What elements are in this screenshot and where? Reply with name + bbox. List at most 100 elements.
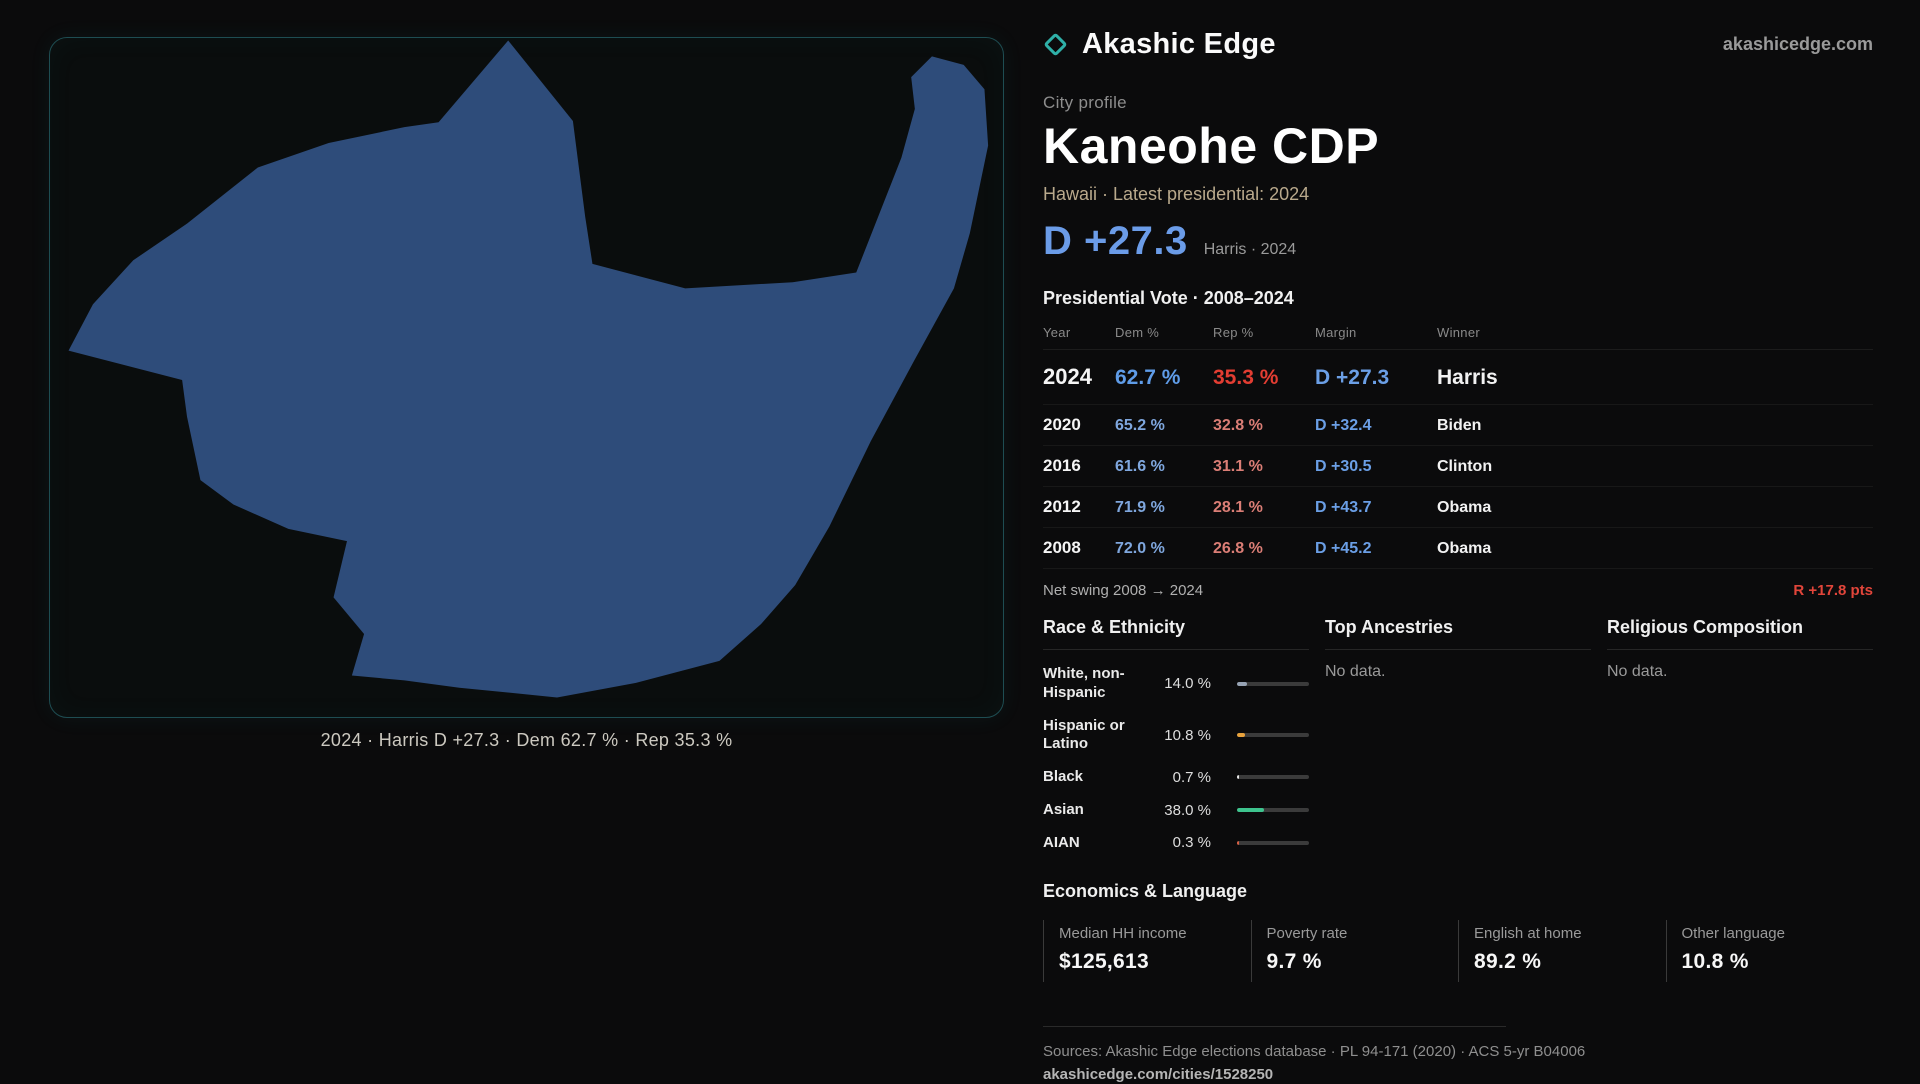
page-title: Kaneohe CDP [1043,118,1380,174]
net-swing-label: Net swing 2008 → 2024 [1043,582,1204,599]
stat-label: English at home [1474,925,1582,943]
headline-margin-value: D +27.3 [1043,219,1188,263]
religious-composition-column: Religious Composition No data. [1607,617,1873,859]
top-ancestries-column: Top Ancestries No data. [1325,617,1591,859]
vote-winner: Obama [1437,540,1492,557]
vote-margin: D +43.7 [1315,499,1372,516]
race-bar [1237,775,1309,780]
vote-rep-pct: 32.8 % [1213,417,1263,434]
vote-dem-pct: 61.6 % [1115,458,1165,475]
stat-card: Other language 10.8 % [1665,920,1874,983]
stat-label: Other language [1681,925,1785,943]
ancestries-no-data: No data. [1325,663,1386,680]
demographics-section: Race & Ethnicity White, non-Hispanic 14.… [1043,617,1873,859]
race-value: 0.3 % [1172,834,1211,852]
col-header-rep: Rep % [1213,325,1254,340]
race-ethnicity-column: Race & Ethnicity White, non-Hispanic 14.… [1043,617,1309,859]
race-row: Asian 38.0 % [1043,794,1309,827]
race-bar-fill [1237,681,1248,686]
vote-winner: Harris [1437,366,1498,389]
stat-card: Median HH income $125,613 [1043,920,1251,983]
stat-value: 9.7 % [1266,950,1322,974]
brand-home-link[interactable]: Akashic Edge [1043,28,1276,61]
vote-dem-pct: 71.9 % [1115,499,1165,516]
net-swing-value: R +17.8 pts [1793,582,1873,599]
col-header-winner: Winner [1437,325,1480,340]
race-bar-fill [1237,840,1239,845]
vote-year: 2016 [1043,456,1081,475]
race-rows: White, non-Hispanic 14.0 % Hispanic or L… [1043,658,1309,859]
sources-text: Sources: Akashic Edge elections database… [1043,1043,1586,1061]
race-bar [1237,840,1309,845]
vote-table-row: 2024 62.7 % 35.3 % D +27.3 Harris [1043,350,1873,405]
vote-year: 2020 [1043,415,1081,434]
stat-value: 10.8 % [1681,950,1749,974]
footer-divider [1043,1026,1506,1028]
race-bar [1237,681,1309,686]
footer: Sources: Akashic Edge elections database… [1043,1026,1873,1084]
stat-label: Median HH income [1059,925,1187,943]
vote-table-row: 2020 65.2 % 32.8 % D +32.4 Biden [1043,405,1873,446]
vote-table-header: Year Dem % Rep % Margin Winner [1043,325,1873,350]
vote-year: 2024 [1043,364,1092,389]
city-permalink[interactable]: akashicedge.com/cities/1528250 [1043,1066,1274,1084]
stat-value: $125,613 [1059,950,1149,974]
stat-value: 89.2 % [1474,950,1542,974]
stat-label: Poverty rate [1266,925,1348,943]
religion-no-data: No data. [1607,663,1668,680]
vote-table-row: 2016 61.6 % 31.1 % D +30.5 Clinton [1043,446,1873,487]
vote-year: 2012 [1043,497,1081,516]
religious-composition-title: Religious Composition [1607,617,1873,650]
vote-dem-pct: 72.0 % [1115,540,1165,557]
vote-rep-pct: 31.1 % [1213,458,1263,475]
race-label: Black [1043,768,1084,785]
race-value: 0.7 % [1172,768,1211,786]
col-header-margin: Margin [1315,325,1357,340]
race-value: 14.0 % [1164,675,1211,693]
map-caption: 2024 · Harris D +27.3 · Dem 62.7 % · Rep… [320,730,733,750]
stat-card: Poverty rate 9.7 % [1250,920,1459,983]
vote-year: 2008 [1043,538,1081,557]
race-label: Hispanic or Latino [1043,716,1125,753]
vote-rep-pct: 35.3 % [1213,366,1279,389]
vote-dem-pct: 62.7 % [1115,366,1181,389]
vote-winner: Clinton [1437,458,1493,475]
net-swing-row: Net swing 2008 → 2024 R +17.8 pts [1043,569,1873,609]
race-bar [1237,808,1309,813]
race-value: 38.0 % [1164,801,1211,819]
vote-rep-pct: 26.8 % [1213,540,1263,557]
race-label: Asian [1043,800,1084,818]
vote-margin: D +30.5 [1315,458,1372,475]
vote-margin: D +32.4 [1315,417,1372,434]
race-row: Hispanic or Latino 10.8 % [1043,710,1309,762]
vote-winner: Biden [1437,417,1482,434]
race-row: AIAN 0.3 % [1043,827,1309,860]
race-row: White, non-Hispanic 14.0 % [1043,658,1309,710]
race-bar-fill [1237,808,1265,813]
economics-stats: Median HH income $125,613 Poverty rate 9… [1043,920,1874,983]
vote-table-row: 2008 72.0 % 26.8 % D +45.2 Obama [1043,528,1873,569]
race-label: AIAN [1043,833,1080,851]
kicker-city-profile: City profile [1043,93,1127,112]
vote-table: Year Dem % Rep % Margin Winner 2024 62.7… [1043,325,1873,569]
city-boundary-polygon [68,40,989,698]
city-subtitle: Hawaii · Latest presidential: 2024 [1043,184,1310,204]
vote-table-row: 2012 71.9 % 28.1 % D +43.7 Obama [1043,487,1873,528]
economics-language-title: Economics & Language [1043,881,1248,902]
brand-name: Akashic Edge [1082,28,1276,60]
brand-diamond-icon [1043,32,1068,57]
profile-panel: Akashic Edge akashicedge.com City profil… [1043,28,1873,1084]
city-boundary-map [68,40,989,698]
race-value: 10.8 % [1164,726,1211,744]
headline-margin-note: Harris · 2024 [1203,241,1297,258]
stat-card: English at home 89.2 % [1458,920,1666,983]
top-ancestries-title: Top Ancestries [1325,617,1591,650]
header: Akashic Edge akashicedge.com [1043,28,1873,61]
race-bar [1237,733,1309,738]
city-map-panel [49,37,1004,718]
race-label: White, non-Hispanic [1043,665,1125,701]
race-bar-fill [1237,775,1239,780]
site-domain-link[interactable]: akashicedge.com [1722,34,1873,54]
vote-winner: Obama [1437,499,1492,516]
